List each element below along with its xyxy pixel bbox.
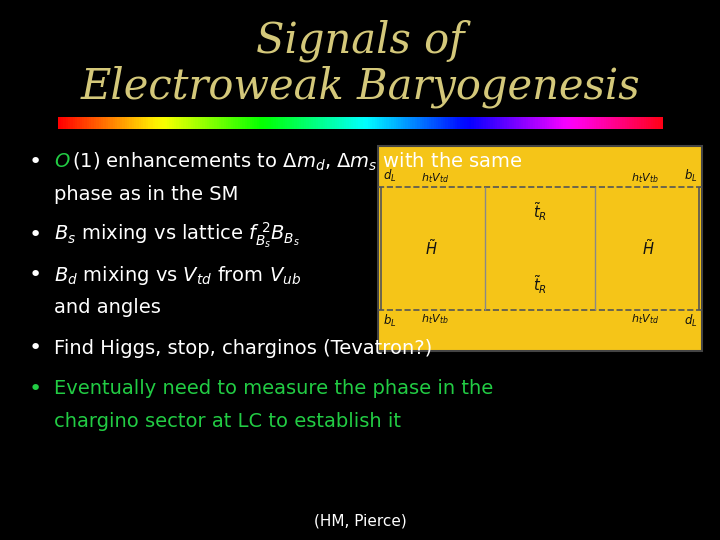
Text: Eventually need to measure the phase in the: Eventually need to measure the phase in …: [54, 379, 493, 399]
Text: •: •: [29, 338, 42, 359]
Text: $\mathit{O}$: $\mathit{O}$: [54, 153, 71, 171]
Text: •: •: [29, 225, 42, 245]
Text: $h_t V_{tb}$: $h_t V_{tb}$: [421, 312, 449, 326]
Text: $b_L$: $b_L$: [383, 313, 397, 329]
Text: $d_L$: $d_L$: [683, 313, 697, 329]
Text: Electroweak Baryogenesis: Electroweak Baryogenesis: [80, 65, 640, 107]
Bar: [378, 146, 702, 351]
Text: •: •: [29, 152, 42, 172]
Text: $B_s$ mixing vs lattice $f_{B_s}^{\ 2}B_{B_s}$: $B_s$ mixing vs lattice $f_{B_s}^{\ 2}B_…: [54, 220, 300, 250]
Text: •: •: [29, 265, 42, 286]
Text: and angles: and angles: [54, 298, 161, 318]
Text: chargino sector at LC to establish it: chargino sector at LC to establish it: [54, 411, 401, 431]
Text: $h_t V_{td}$: $h_t V_{td}$: [420, 171, 449, 185]
Text: $\tilde{H}$: $\tilde{H}$: [642, 239, 655, 258]
Text: phase as in the SM: phase as in the SM: [54, 185, 238, 204]
Text: (HM, Pierce): (HM, Pierce): [314, 514, 406, 529]
Text: $h_t V_{td}$: $h_t V_{td}$: [631, 312, 660, 326]
Text: Find Higgs, stop, charginos (Tevatron?): Find Higgs, stop, charginos (Tevatron?): [54, 339, 432, 358]
Text: $h_t V_{tb}$: $h_t V_{tb}$: [631, 171, 659, 185]
Text: $\tilde{t}_R$: $\tilde{t}_R$: [533, 273, 547, 296]
Text: $d_L$: $d_L$: [383, 168, 397, 184]
Text: $b_L$: $b_L$: [683, 168, 697, 184]
Text: •: •: [29, 379, 42, 399]
Text: (1) enhancements to $\Delta m_d$, $\Delta m_s$ with the same: (1) enhancements to $\Delta m_d$, $\Delt…: [72, 151, 523, 173]
Text: $\tilde{H}$: $\tilde{H}$: [425, 239, 438, 258]
Text: $B_d$ mixing vs $V_{td}$ from $V_{ub}$: $B_d$ mixing vs $V_{td}$ from $V_{ub}$: [54, 264, 301, 287]
Text: Signals of: Signals of: [256, 19, 464, 62]
Text: $\tilde{t}_R$: $\tilde{t}_R$: [533, 201, 547, 224]
